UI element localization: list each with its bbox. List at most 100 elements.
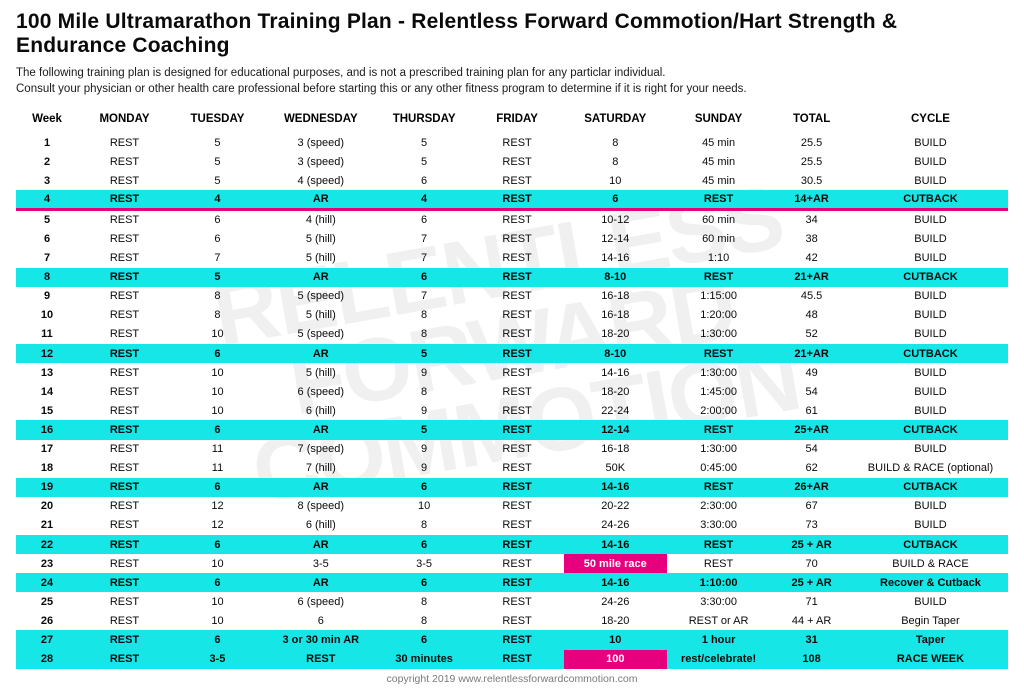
cell: 5 xyxy=(171,133,264,152)
cell: AR xyxy=(264,573,378,592)
cell: 50 mile race xyxy=(564,554,667,573)
cell: REST xyxy=(471,497,564,516)
cell: BUILD & RACE (optional) xyxy=(853,459,1008,478)
cell: 8 xyxy=(378,382,471,401)
cell: REST xyxy=(78,497,171,516)
cell: BUILD xyxy=(853,230,1008,249)
table-row: 3REST54 (speed)6REST1045 min30.5BUILD xyxy=(16,171,1008,190)
cell: 5 (speed) xyxy=(264,325,378,344)
col-header: CYCLE xyxy=(853,107,1008,133)
table-row: 23REST103-53-5REST50 mile raceREST70BUIL… xyxy=(16,554,1008,573)
cell: REST xyxy=(667,190,770,210)
cell: 1:20:00 xyxy=(667,306,770,325)
cell: 24 xyxy=(16,573,78,592)
cell: 34 xyxy=(770,210,853,230)
cell: 20 xyxy=(16,497,78,516)
cell: 6 (hill) xyxy=(264,401,378,420)
cell: REST xyxy=(471,650,564,669)
cell: REST xyxy=(78,210,171,230)
cell: 8 xyxy=(564,152,667,171)
table-row: 6REST65 (hill)7REST12-1460 min38BUILD xyxy=(16,230,1008,249)
col-header: WEDNESDAY xyxy=(264,107,378,133)
cell: AR xyxy=(264,190,378,210)
cell: REST xyxy=(78,516,171,535)
cell: REST xyxy=(78,363,171,382)
cell: 11 xyxy=(171,459,264,478)
cell: 48 xyxy=(770,306,853,325)
cell: REST xyxy=(471,325,564,344)
cell: 9 xyxy=(378,363,471,382)
cell: REST xyxy=(471,344,564,363)
cell: 18-20 xyxy=(564,325,667,344)
cell: BUILD xyxy=(853,325,1008,344)
cell: 10 xyxy=(564,630,667,649)
cell: REST xyxy=(78,249,171,268)
cell: REST xyxy=(78,630,171,649)
cell: CUTBACK xyxy=(853,535,1008,554)
cell: 45 min xyxy=(667,133,770,152)
cell: 67 xyxy=(770,497,853,516)
cell: 1 xyxy=(16,133,78,152)
cell: 4 xyxy=(378,190,471,210)
cell: 21+AR xyxy=(770,268,853,287)
cell: 5 (speed) xyxy=(264,287,378,306)
cell: REST xyxy=(667,554,770,573)
table-row: 18REST117 (hill)9REST50K0:45:0062BUILD &… xyxy=(16,459,1008,478)
cell: 6 xyxy=(378,535,471,554)
cell: 3-5 xyxy=(264,554,378,573)
cell: REST xyxy=(78,459,171,478)
table-row: 16REST6AR5REST12-14REST25+ARCUTBACK xyxy=(16,420,1008,439)
cell: 24-26 xyxy=(564,592,667,611)
cell: 7 xyxy=(16,249,78,268)
cell: 27 xyxy=(16,630,78,649)
table-row: 5REST64 (hill)6REST10-1260 min34BUILD xyxy=(16,210,1008,230)
cell: 54 xyxy=(770,382,853,401)
cell: 6 xyxy=(16,230,78,249)
table-row: 26REST1068REST18-20REST or AR44 + ARBegi… xyxy=(16,611,1008,630)
cell: 71 xyxy=(770,592,853,611)
cell: 2:00:00 xyxy=(667,401,770,420)
cell: 5 (hill) xyxy=(264,230,378,249)
subtitle-line1: The following training plan is designed … xyxy=(16,66,1008,82)
cell: 8-10 xyxy=(564,344,667,363)
subtitle-block: The following training plan is designed … xyxy=(16,66,1008,97)
cell: 3:30:00 xyxy=(667,592,770,611)
cell: 10-12 xyxy=(564,210,667,230)
cell: 3-5 xyxy=(171,650,264,669)
training-plan-table: WeekMONDAYTUESDAYWEDNESDAYTHURSDAYFRIDAY… xyxy=(16,107,1008,669)
cell: 4 xyxy=(16,190,78,210)
cell: 3 (speed) xyxy=(264,133,378,152)
cell: REST xyxy=(471,401,564,420)
cell: REST xyxy=(471,152,564,171)
cell: REST xyxy=(78,382,171,401)
cell: BUILD xyxy=(853,440,1008,459)
cell: 16-18 xyxy=(564,440,667,459)
cell: 5 (hill) xyxy=(264,363,378,382)
cell: 14-16 xyxy=(564,535,667,554)
table-row: 7REST75 (hill)7REST14-161:1042BUILD xyxy=(16,249,1008,268)
cell: AR xyxy=(264,478,378,497)
cell: 1:30:00 xyxy=(667,440,770,459)
cell: 61 xyxy=(770,401,853,420)
cell: BUILD xyxy=(853,249,1008,268)
cell: 38 xyxy=(770,230,853,249)
cell: REST xyxy=(471,190,564,210)
cell: 5 xyxy=(171,268,264,287)
table-row: 22REST6AR6REST14-16REST25 + ARCUTBACK xyxy=(16,535,1008,554)
cell: 45 min xyxy=(667,171,770,190)
cell: 7 xyxy=(378,287,471,306)
cell: 5 xyxy=(171,152,264,171)
table-row: 25REST106 (speed)8REST24-263:30:0071BUIL… xyxy=(16,592,1008,611)
cell: 10 xyxy=(564,171,667,190)
cell: 16 xyxy=(16,420,78,439)
cell: AR xyxy=(264,344,378,363)
cell: Begin Taper xyxy=(853,611,1008,630)
cell: 30.5 xyxy=(770,171,853,190)
cell: BUILD xyxy=(853,287,1008,306)
cell: 6 (speed) xyxy=(264,382,378,401)
table-row: 14REST106 (speed)8REST18-201:45:0054BUIL… xyxy=(16,382,1008,401)
cell: 50K xyxy=(564,459,667,478)
cell: 70 xyxy=(770,554,853,573)
cell: 10 xyxy=(171,592,264,611)
col-header: FRIDAY xyxy=(471,107,564,133)
